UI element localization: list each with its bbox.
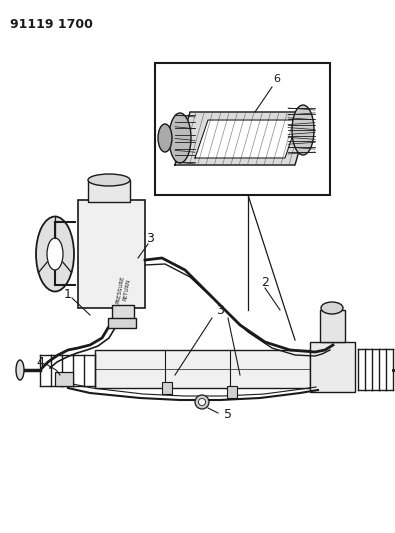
Ellipse shape bbox=[88, 174, 130, 186]
Ellipse shape bbox=[292, 105, 314, 155]
Text: 91119 1700: 91119 1700 bbox=[10, 18, 93, 31]
Polygon shape bbox=[195, 120, 298, 158]
Ellipse shape bbox=[169, 113, 191, 163]
Bar bbox=[162, 382, 172, 394]
Bar bbox=[55, 372, 73, 386]
Polygon shape bbox=[175, 112, 310, 165]
Bar bbox=[95, 350, 310, 388]
Circle shape bbox=[199, 399, 205, 406]
Bar bbox=[112, 305, 134, 321]
Text: 4: 4 bbox=[36, 356, 44, 368]
Ellipse shape bbox=[321, 302, 343, 314]
Bar bbox=[88, 180, 130, 202]
Ellipse shape bbox=[47, 238, 63, 270]
Bar bbox=[155, 63, 330, 195]
Text: 2: 2 bbox=[261, 276, 269, 288]
Bar bbox=[227, 386, 237, 398]
Ellipse shape bbox=[16, 360, 24, 380]
Text: 1: 1 bbox=[64, 288, 72, 302]
Circle shape bbox=[195, 395, 209, 409]
Text: RETURN: RETURN bbox=[122, 279, 132, 301]
Ellipse shape bbox=[36, 216, 74, 292]
Text: 3: 3 bbox=[146, 231, 154, 245]
Text: 6: 6 bbox=[273, 74, 280, 84]
Text: PRESSURE: PRESSURE bbox=[115, 276, 125, 304]
Text: 3: 3 bbox=[216, 303, 224, 317]
Bar bbox=[108, 318, 136, 328]
Text: 5: 5 bbox=[224, 408, 232, 422]
Bar bbox=[320, 310, 345, 342]
Ellipse shape bbox=[158, 124, 172, 152]
Bar bbox=[310, 342, 355, 392]
Bar bbox=[78, 200, 145, 308]
